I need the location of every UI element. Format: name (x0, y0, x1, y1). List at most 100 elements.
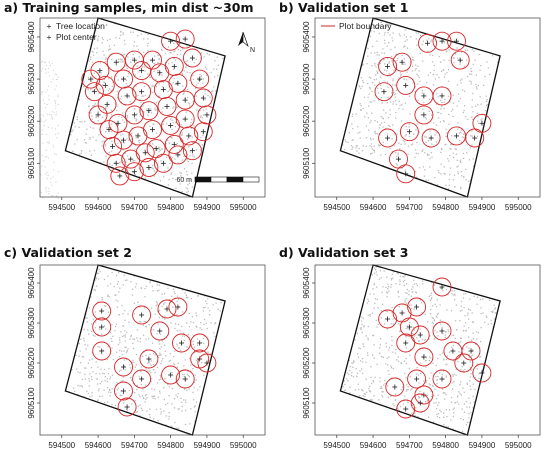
tree-point (380, 116, 382, 118)
tree-point (163, 303, 165, 305)
tree-point (185, 294, 187, 296)
tree-point (149, 76, 151, 79)
tree-point (457, 93, 460, 95)
tree-point (224, 39, 226, 41)
tree-point (52, 22, 53, 23)
tree-point (156, 284, 158, 286)
plot-frame (314, 17, 541, 198)
tree-point (160, 160, 162, 162)
tree-point (233, 339, 234, 340)
tree-point (43, 160, 45, 162)
tree-point (527, 165, 528, 166)
tree-point (51, 183, 52, 184)
tree-point (341, 144, 344, 146)
tree-point (108, 151, 110, 153)
tree-point (122, 32, 124, 34)
tree-point (374, 62, 376, 65)
tree-point (507, 23, 508, 24)
tree-point (162, 43, 164, 45)
tree-point (343, 277, 345, 279)
tree-point (137, 181, 139, 183)
tree-point (353, 327, 355, 329)
tree-point (139, 341, 141, 343)
plot-center-marker (381, 89, 387, 95)
tree-point (195, 95, 197, 97)
tree-point (67, 354, 70, 356)
tree-point (111, 347, 113, 349)
plot-circle (114, 130, 133, 150)
tree-point (71, 412, 73, 414)
tree-point (90, 296, 92, 298)
tree-point (78, 355, 80, 357)
tree-point (351, 186, 353, 188)
tree-point (73, 328, 75, 331)
tree-point (153, 369, 155, 371)
tree-point (97, 366, 99, 368)
tree-point (62, 293, 63, 294)
tree-point (110, 90, 113, 92)
tree-point (386, 168, 388, 170)
tree-point (358, 38, 360, 40)
tree-point (165, 142, 167, 145)
tree-point (150, 112, 153, 114)
tree-point (52, 81, 53, 82)
tree-point (179, 330, 181, 332)
tree-point (60, 153, 61, 154)
tree-point (53, 146, 55, 148)
tree-point (55, 195, 58, 197)
tree-point (212, 182, 214, 184)
tree-point (152, 397, 154, 399)
tree-point (208, 310, 211, 312)
tree-point (345, 141, 347, 143)
tree-point (131, 403, 133, 405)
tree-point (97, 405, 99, 407)
tree-point (117, 300, 119, 302)
tree-point (244, 373, 245, 374)
tree-point (477, 120, 479, 122)
tree-point (529, 79, 530, 80)
tree-point (535, 27, 536, 28)
tree-point (512, 134, 513, 135)
tree-point (208, 173, 210, 176)
tree-point (144, 70, 146, 72)
tree-point (171, 425, 173, 427)
tree-point (55, 363, 56, 364)
tree-point (248, 415, 249, 416)
tree-point (97, 272, 100, 274)
plot-circle (117, 397, 137, 417)
tree-point (61, 389, 62, 390)
tree-point (66, 351, 68, 354)
tree-point (159, 390, 161, 392)
tree-point (432, 84, 435, 86)
tree-point (352, 81, 354, 83)
tree-point (239, 83, 240, 84)
tree-point (209, 147, 211, 149)
tree-point (400, 74, 402, 76)
tree-point (115, 274, 118, 277)
tree-point (195, 29, 198, 31)
tree-point (400, 143, 402, 145)
tree-point (473, 50, 475, 52)
tree-point (485, 104, 488, 107)
tree-point (182, 335, 184, 337)
tree-point (449, 167, 452, 169)
tree-point (65, 316, 67, 318)
tree-point (334, 45, 335, 46)
tree-point (249, 305, 250, 306)
tree-point (356, 302, 358, 304)
tree-point (101, 353, 103, 355)
plot-center-marker (128, 156, 134, 162)
tree-point (67, 324, 70, 326)
tree-point (459, 159, 462, 161)
tree-point (209, 281, 211, 283)
tree-point (327, 21, 328, 22)
tree-point (316, 165, 317, 166)
tree-point (235, 426, 236, 427)
tree-point (83, 86, 85, 88)
tree-point (508, 64, 509, 65)
tree-point (65, 86, 67, 89)
tree-point (222, 314, 224, 316)
tree-point (138, 320, 141, 323)
tree-point (168, 179, 170, 181)
tree-point (498, 45, 500, 47)
